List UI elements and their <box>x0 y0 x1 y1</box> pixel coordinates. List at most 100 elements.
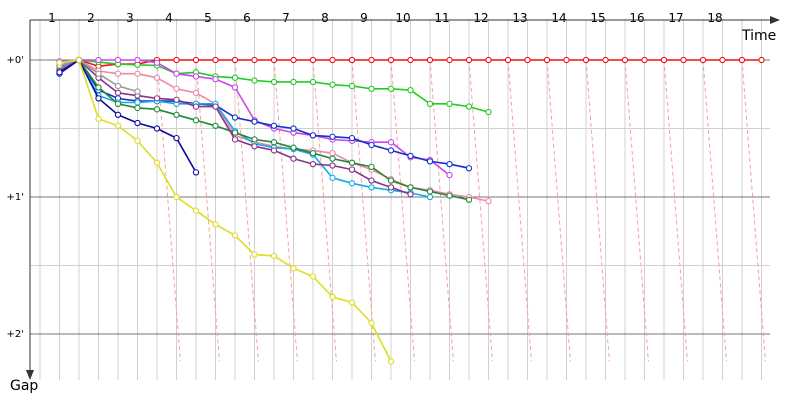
x-tick-label: 15 <box>590 11 605 25</box>
series-point <box>485 108 492 116</box>
series-point <box>251 143 258 150</box>
series-point <box>368 177 375 184</box>
series-point <box>192 207 200 214</box>
lap-connector <box>741 59 766 362</box>
lap-connector <box>663 59 688 362</box>
series-point <box>114 89 122 97</box>
series-point <box>329 293 336 301</box>
series-point <box>407 152 414 160</box>
series-point <box>270 122 278 129</box>
series-point <box>95 70 102 77</box>
series-point <box>309 273 317 280</box>
series-point <box>153 95 161 102</box>
series-point <box>192 169 200 176</box>
series-point <box>270 252 278 260</box>
series-point <box>465 196 473 203</box>
series-point <box>641 56 648 64</box>
series-point <box>251 77 258 84</box>
series-point <box>231 232 239 239</box>
series-point <box>270 78 278 86</box>
lap-connector <box>585 59 610 362</box>
series-point <box>446 192 453 199</box>
series-point <box>173 56 180 64</box>
series-point <box>173 111 180 118</box>
x-tick-label: 7 <box>282 11 290 25</box>
series-point <box>290 125 297 132</box>
x-axis-arrow <box>770 16 780 24</box>
series-point <box>368 85 375 92</box>
series-point <box>309 150 317 157</box>
series-point <box>270 139 278 146</box>
x-tick-label: 13 <box>512 11 527 25</box>
series-point <box>153 74 161 81</box>
series-point <box>231 114 239 121</box>
series-point <box>329 150 336 157</box>
y-axis-title: Gap <box>10 378 38 394</box>
series-point <box>465 103 473 110</box>
series-point <box>153 159 161 166</box>
series-point <box>348 166 356 173</box>
series-point <box>368 184 375 191</box>
series-point <box>309 160 317 168</box>
series-point <box>504 56 512 64</box>
series-point <box>231 56 239 64</box>
x-tick-label: 4 <box>165 11 173 25</box>
series-point <box>446 100 453 107</box>
series-point <box>114 56 122 64</box>
lap-connector <box>429 59 454 362</box>
series-point <box>329 174 336 181</box>
series-point <box>212 76 219 83</box>
series-line <box>59 59 431 198</box>
series-point <box>329 133 336 140</box>
series-point <box>426 193 434 201</box>
series-point <box>309 56 317 64</box>
series-point <box>348 159 356 166</box>
series-point <box>387 177 395 184</box>
series-point <box>173 193 180 201</box>
series-point <box>134 104 141 112</box>
lap-connector <box>624 59 649 362</box>
lap-connector <box>195 59 220 362</box>
series-point <box>465 165 473 172</box>
series-point <box>134 88 141 95</box>
series-point <box>387 56 395 64</box>
series-point <box>231 84 239 91</box>
lap-connector <box>507 59 532 362</box>
series-point <box>192 56 200 64</box>
series-point <box>290 155 297 162</box>
series-point <box>114 82 122 90</box>
series-point <box>173 134 180 142</box>
x-tick-label: 11 <box>434 11 449 25</box>
series-point <box>660 56 668 64</box>
series-point <box>153 125 161 132</box>
series-point <box>231 74 239 81</box>
y-axis-arrow <box>26 370 34 380</box>
series-point <box>56 69 63 76</box>
series-point <box>290 78 297 86</box>
series-point <box>446 56 453 64</box>
series-point <box>114 70 122 77</box>
series-line <box>59 58 197 173</box>
lap-connector <box>390 59 415 362</box>
series-point <box>368 141 375 149</box>
series-point <box>270 56 278 64</box>
series-point <box>329 155 336 162</box>
series-point <box>134 99 141 106</box>
series-point <box>368 163 375 171</box>
series-point <box>407 56 414 64</box>
series-point <box>407 184 414 191</box>
series-point <box>329 81 336 88</box>
axes: 1 2 3 4 5 6 7 8 9 10 11 12 13 14 15 16 17 18+0'+1'+2' <box>7 11 780 380</box>
series-point <box>134 56 141 64</box>
x-tick-label: 14 <box>551 11 566 25</box>
series-point <box>621 56 629 64</box>
series-point <box>192 103 200 110</box>
series-point <box>56 59 63 66</box>
series-point <box>134 119 141 127</box>
series-point <box>212 103 219 110</box>
series-point <box>114 111 122 118</box>
series-lines <box>56 56 765 365</box>
series-point <box>426 100 434 107</box>
series-point <box>309 78 317 86</box>
